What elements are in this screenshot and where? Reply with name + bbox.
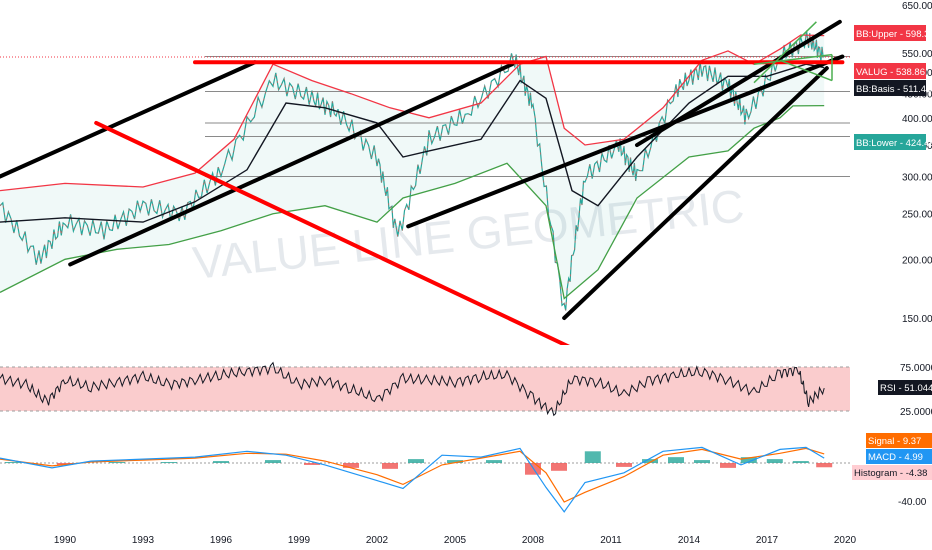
price-tick-label: 650.00 — [902, 1, 932, 12]
time-tick-label: 2008 — [522, 535, 545, 546]
macd-histogram-bar — [616, 463, 632, 467]
macd-histogram-bar — [740, 457, 757, 463]
black-trendline — [635, 19, 842, 148]
macd-histogram-bar — [720, 463, 736, 468]
price-tick-label: 150.00 — [902, 314, 932, 325]
macd-histogram-bar — [109, 462, 125, 464]
price-label-text: VALUG - 538.86 — [856, 67, 925, 78]
macd-histogram-bar — [161, 462, 177, 464]
macd-histogram-bar — [408, 459, 424, 463]
red-trendline — [94, 120, 571, 345]
signal-line — [0, 447, 825, 503]
price-label-box — [854, 134, 926, 150]
time-axis: 1990 1993 1996 1999 2002 2005 2008 2011 2014 2017… — [54, 535, 857, 546]
macd-histogram-bar — [265, 460, 281, 463]
price-panel — [0, 19, 850, 345]
price-label-text: BB:Upper - 598.32 — [856, 29, 932, 40]
green-trendline — [753, 21, 817, 84]
price-tick-label: 200.00 — [902, 255, 932, 266]
macd-line — [0, 446, 825, 513]
time-tick-label: 2011 — [600, 535, 622, 546]
macd-histogram-bar — [584, 451, 601, 463]
price-tick-label: 400.00 — [902, 114, 932, 125]
black-trendline — [0, 60, 257, 179]
macd-histogram-bar — [642, 459, 658, 463]
macd-tick-label: -40.00 — [898, 497, 927, 508]
macd-label-text: Signal - 9.37 — [868, 436, 921, 447]
macd-histogram-bar — [343, 463, 359, 468]
time-tick-label: 2014 — [678, 535, 701, 546]
price-label-box — [854, 63, 926, 79]
macd-histogram-bar — [304, 463, 320, 465]
macd-histogram-bar — [5, 462, 21, 464]
rsi-panel: 75.0000 25.0000 RSI - 51.0445 — [0, 361, 932, 418]
macd-histogram-bar — [382, 463, 398, 469]
black-trendline — [68, 62, 515, 267]
macd-panel: Signal - 9.37 MACD - 4.99 Histogram - -4.3… — [0, 433, 932, 513]
macd-histogram-bar — [816, 463, 833, 468]
price-label-text: BB:Lower - 424.49 — [856, 138, 932, 149]
macd-histogram-bar — [447, 460, 463, 463]
rsi-line — [0, 361, 825, 417]
price-tick-label: 250.00 — [902, 210, 932, 221]
rsi-tick-label: 25.0000 — [900, 407, 932, 418]
time-tick-label: 1996 — [210, 535, 233, 546]
price-tick-label: 300.00 — [902, 173, 932, 184]
price-labels: BB:Upper - 598.32 VALUG - 538.86 BB:Basis … — [854, 25, 932, 150]
macd-label-box — [866, 433, 932, 448]
price-label-box — [854, 25, 926, 41]
macd-histogram-bar — [792, 461, 809, 463]
time-tick-label: 2020 — [834, 535, 857, 546]
time-tick-label: 1999 — [288, 535, 311, 546]
time-tick-label: 2002 — [366, 535, 389, 546]
macd-label-box — [866, 449, 932, 464]
green-trendline — [753, 53, 833, 65]
price-series-down — [0, 30, 825, 311]
time-tick-label: 2005 — [444, 535, 467, 546]
price-label-box — [854, 80, 926, 96]
black-trendline — [406, 54, 845, 229]
bb-lower-line — [0, 104, 825, 300]
rsi-label-text: RSI - 51.0445 — [880, 383, 932, 394]
time-tick-label: 2017 — [756, 535, 779, 546]
rsi-band-overlay — [0, 367, 850, 411]
macd-histogram-bar — [694, 460, 710, 463]
macd-histogram-bar — [486, 460, 502, 463]
macd-histogram-bar — [551, 463, 567, 471]
bb-basis-line — [0, 63, 825, 223]
price-label-text: BB:Basis - 511.41 — [856, 84, 931, 95]
time-tick-label: 1993 — [132, 535, 155, 546]
macd-histogram-bar — [766, 459, 783, 463]
macd-histogram-bar — [668, 457, 684, 463]
price-axis: 650.00550.00500.00450.00400.00350.00300.… — [902, 1, 932, 325]
macd-label-box — [852, 465, 932, 480]
macd-histogram-bar — [57, 463, 73, 465]
black-trendline — [562, 66, 829, 320]
macd-label-text: MACD - 4.99 — [868, 452, 923, 463]
green-trendline — [779, 59, 833, 82]
rsi-label-box — [878, 380, 932, 395]
time-tick-label: 1990 — [54, 535, 77, 546]
rsi-tick-label: 75.0000 — [900, 363, 932, 374]
macd-label-text: Histogram - -4.38 — [854, 468, 927, 479]
price-tick-label: 550.00 — [902, 49, 932, 60]
macd-histogram-bar — [213, 461, 229, 463]
